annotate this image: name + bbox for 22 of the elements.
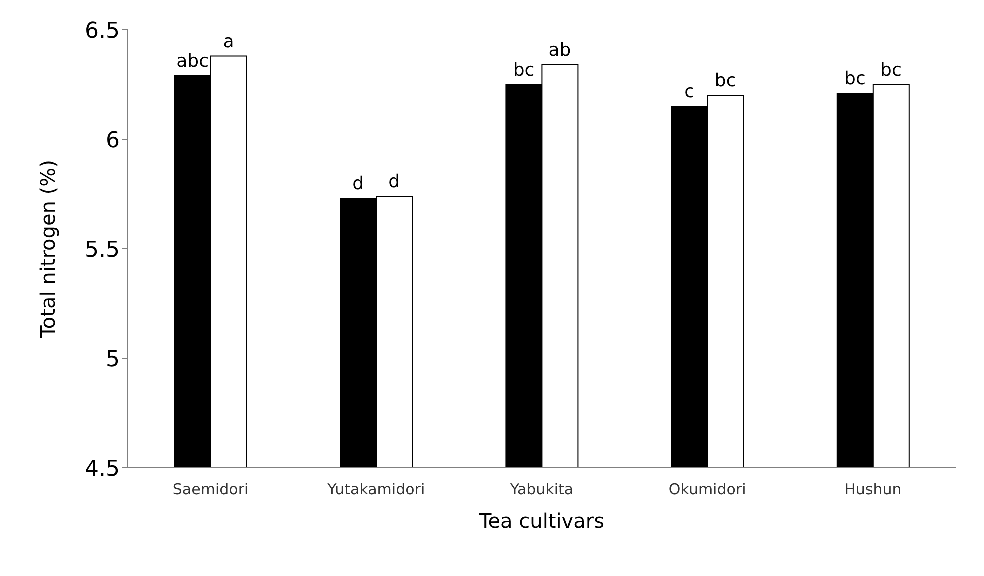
annotation: c [684, 82, 695, 103]
annotation: bc [714, 70, 736, 92]
annotation: bc [844, 68, 866, 90]
y-tick-label: 6.5 [85, 18, 120, 44]
y-tick-label: 6 [106, 128, 120, 154]
annotation: bc [880, 60, 902, 81]
annotation: a [223, 31, 234, 52]
annotation: abc [176, 50, 209, 72]
x-tick-label: Okumidori [668, 480, 746, 499]
x-tick-label: Yabukita [509, 480, 574, 499]
y-tick-label: 4.5 [85, 456, 120, 482]
x-axis-title: Tea cultivars [478, 509, 605, 533]
annotation: d [388, 171, 400, 192]
x-tick-label: Yutakamidori [326, 480, 426, 499]
annotation: d [352, 174, 364, 195]
y-axis-title: Total nitrogen (%) [36, 160, 60, 339]
y-tick-label: 5 [106, 347, 120, 372]
annotation: bc [513, 60, 535, 81]
x-tick-label: Saemidori [172, 480, 249, 499]
annotation: ab [548, 40, 572, 62]
x-tick-label: Hushun [844, 480, 902, 499]
y-tick-label: 5.5 [85, 238, 120, 263]
